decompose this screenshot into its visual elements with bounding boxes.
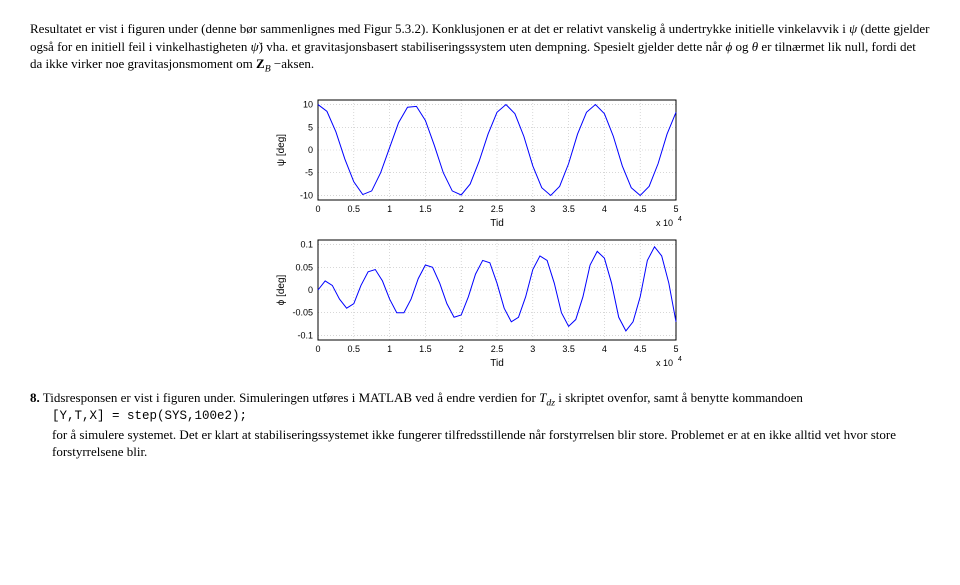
- item-number: 8.: [30, 390, 40, 405]
- svg-text:ϕ [deg]: ϕ [deg]: [276, 274, 287, 305]
- plot-phi: 0 0.5 1 1.5 2 2.5 3 3.5 4 4.5 5 -0.1 -0.05 0 0.05 0.1 ϕ …: [270, 232, 690, 372]
- svg-text:-0.1: -0.1: [297, 330, 313, 340]
- svg-text:5: 5: [308, 122, 313, 132]
- svg-text:5: 5: [673, 344, 678, 354]
- svg-text:-10: -10: [300, 190, 313, 200]
- text: ) vha. et gravitasjonsbasert stabiliseri…: [259, 39, 726, 54]
- svg-text:0: 0: [308, 145, 313, 155]
- text: i skriptet ovenfor, samt å benytte komma…: [555, 390, 803, 405]
- text: Tidsresponsen er vist i figuren under. S…: [43, 390, 539, 405]
- symbol-t-sub: dz: [546, 397, 555, 408]
- figure-container: 00.511.522.533.544.55-10-50510ψ [deg]Tid…: [30, 92, 930, 372]
- svg-text:3: 3: [530, 344, 535, 354]
- svg-text:0: 0: [315, 204, 320, 214]
- svg-text:0: 0: [315, 344, 320, 354]
- svg-text:ψ [deg]: ψ [deg]: [276, 134, 287, 166]
- svg-text:Tid: Tid: [490, 218, 504, 229]
- svg-text:3.5: 3.5: [562, 204, 575, 214]
- svg-text:3.5: 3.5: [562, 344, 575, 354]
- text: for å simulere systemet. Det er klart at…: [52, 426, 930, 461]
- svg-text:4: 4: [678, 216, 682, 223]
- svg-text:x 10: x 10: [656, 358, 673, 368]
- plot-psi: 0 0.5 1 1.5 2 2.5 3 3.5 4 4.5 5 -10 -5 0 5 10 ψ [deg] Tid…: [270, 92, 690, 232]
- svg-text:-5: -5: [305, 168, 313, 178]
- svg-text:2.5: 2.5: [491, 344, 504, 354]
- text: Resultatet er vist i figuren under (denn…: [30, 21, 849, 36]
- svg-text:4: 4: [602, 344, 607, 354]
- svg-text:0.5: 0.5: [348, 204, 361, 214]
- text: −aksen.: [271, 56, 314, 71]
- svg-text:0.1: 0.1: [300, 239, 313, 249]
- svg-text:-0.05: -0.05: [292, 308, 313, 318]
- svg-text:1.5: 1.5: [419, 204, 432, 214]
- svg-text:0.5: 0.5: [348, 344, 361, 354]
- svg-text:x 10: x 10: [656, 218, 673, 228]
- svg-text:1.5: 1.5: [419, 344, 432, 354]
- svg-text:10: 10: [303, 99, 313, 109]
- svg-text:5: 5: [673, 204, 678, 214]
- svg-text:2.5: 2.5: [491, 204, 504, 214]
- symbol-z: Z: [256, 56, 265, 71]
- svg-text:0: 0: [308, 285, 313, 295]
- text: og: [732, 39, 752, 54]
- paragraph-1: Resultatet er vist i figuren under (denn…: [30, 20, 930, 76]
- svg-text:2: 2: [459, 344, 464, 354]
- svg-text:1: 1: [387, 204, 392, 214]
- svg-text:0.05: 0.05: [295, 262, 313, 272]
- svg-text:4: 4: [602, 204, 607, 214]
- symbol-psidot: ψ̇: [251, 39, 259, 54]
- svg-text:4: 4: [678, 356, 682, 363]
- item-8: 8. Tidsresponsen er vist i figuren under…: [30, 390, 930, 461]
- svg-text:1: 1: [387, 344, 392, 354]
- svg-text:Tid: Tid: [490, 358, 504, 369]
- svg-text:3: 3: [530, 204, 535, 214]
- svg-text:4.5: 4.5: [634, 344, 647, 354]
- svg-text:2: 2: [459, 204, 464, 214]
- code-line: [Y,T,X] = step(SYS,100e2);: [52, 408, 930, 426]
- svg-text:4.5: 4.5: [634, 204, 647, 214]
